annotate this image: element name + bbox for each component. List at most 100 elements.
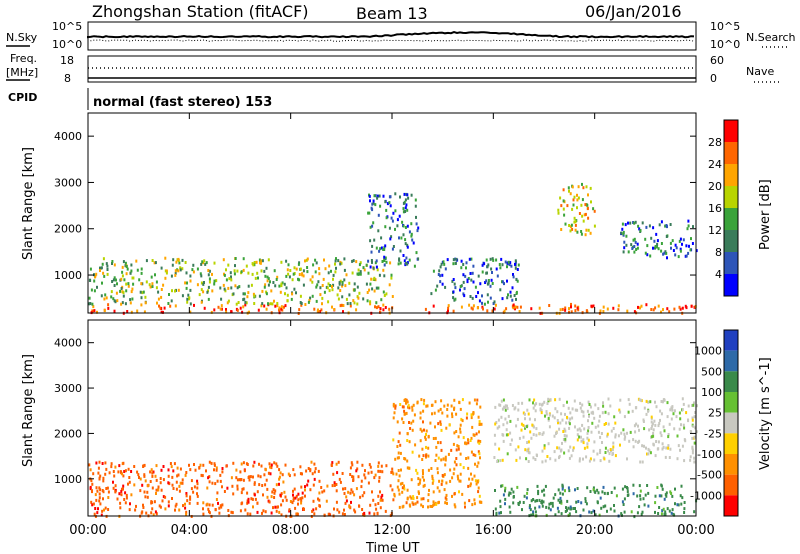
heatmap-cell (412, 241, 415, 245)
heatmap-cell (507, 414, 510, 418)
heatmap-cell (107, 306, 110, 310)
heatmap-cell (584, 212, 587, 216)
heatmap-cell (340, 303, 343, 307)
heatmap-cell (376, 268, 379, 272)
heatmap-cell (525, 457, 528, 461)
heatmap-cell (590, 511, 593, 515)
heatmap-cell (236, 269, 239, 273)
heatmap-cell (122, 487, 124, 491)
heatmap-cell (106, 264, 109, 268)
heatmap-cell (561, 307, 564, 311)
heatmap-cell (121, 290, 124, 294)
heatmap-cell (96, 489, 99, 493)
heatmap-cell (660, 434, 663, 438)
heatmap-cell (246, 512, 249, 516)
heatmap-cell (572, 507, 575, 510)
heatmap-cell (356, 302, 359, 306)
heatmap-cell (408, 440, 411, 444)
heatmap-cell (470, 450, 473, 454)
heatmap-cell (119, 501, 122, 505)
heatmap-cell (145, 280, 148, 284)
heatmap-cell (247, 500, 250, 504)
heatmap-cell (486, 271, 488, 275)
heatmap-cell (102, 257, 105, 261)
heatmap-cell (438, 479, 441, 483)
heatmap-cell (139, 489, 142, 493)
heatmap-cell (127, 467, 130, 471)
heatmap-cell (413, 264, 416, 268)
heatmap-cell (552, 496, 555, 500)
heatmap-cell (157, 488, 160, 492)
colorbar-swatch (724, 412, 738, 434)
heatmap-cell (601, 411, 604, 415)
heatmap-cell (205, 261, 208, 265)
heatmap-cell (245, 462, 248, 466)
heatmap-cell (574, 425, 576, 429)
heatmap-cell (106, 268, 109, 271)
heatmap-cell (356, 285, 359, 289)
heatmap-cell (306, 257, 309, 261)
heatmap-cell (349, 491, 352, 495)
heatmap-cell (208, 503, 211, 507)
heatmap-cell (504, 502, 506, 506)
y-tick-label: 3000 (54, 176, 82, 189)
heatmap-cell (681, 408, 684, 412)
heatmap-cell (603, 491, 606, 495)
y-tick-label: 2000 (54, 223, 82, 236)
heatmap-cell (587, 438, 590, 442)
heatmap-cell (375, 286, 378, 290)
velocity-ylabel: Slant Range [km] (21, 354, 36, 467)
heatmap-cell (181, 258, 184, 262)
heatmap-cell (391, 219, 394, 223)
heatmap-cell (383, 274, 386, 278)
heatmap-cell (482, 307, 484, 311)
heatmap-cell (671, 239, 674, 243)
heatmap-cell (369, 265, 372, 269)
heatmap-cell (124, 264, 127, 268)
heatmap-cell (345, 297, 348, 301)
heatmap-cell (396, 420, 399, 424)
heatmap-cell (385, 208, 388, 212)
heatmap-cell (404, 198, 407, 202)
heatmap-cell (496, 274, 499, 278)
heatmap-cell (110, 290, 113, 294)
heatmap-cell (537, 489, 540, 493)
heatmap-cell (635, 406, 638, 410)
heatmap-cell (265, 292, 268, 296)
heatmap-cell (592, 509, 595, 513)
heatmap-cell (623, 510, 626, 514)
heatmap-cell (221, 467, 224, 470)
heatmap-cell (580, 501, 583, 505)
heatmap-cell (453, 282, 456, 286)
heatmap-cell (463, 287, 466, 291)
heatmap-cell (400, 468, 402, 472)
heatmap-cell (297, 277, 299, 281)
heatmap-cell (154, 510, 157, 514)
heatmap-cell (581, 403, 584, 407)
heatmap-cell (453, 398, 456, 402)
heatmap-cell (158, 304, 160, 308)
heatmap-cell (280, 492, 283, 496)
heatmap-cell (292, 493, 294, 497)
heatmap-cell (103, 309, 106, 313)
heatmap-cell (363, 268, 366, 272)
heatmap-cell (665, 251, 668, 255)
heatmap-cell (185, 286, 188, 290)
heatmap-cell (587, 216, 590, 220)
heatmap-cell (118, 492, 121, 496)
heatmap-cell (359, 495, 362, 499)
heatmap-cell (355, 469, 358, 473)
heatmap-cell (623, 432, 626, 436)
heatmap-cell (432, 503, 435, 507)
heatmap-cell (349, 302, 352, 305)
heatmap-cell (318, 498, 321, 502)
heatmap-cell (594, 425, 597, 429)
heatmap-cell (119, 506, 122, 510)
heatmap-cell (634, 220, 637, 224)
heatmap-cell (349, 304, 352, 308)
heatmap-cell (402, 233, 405, 237)
heatmap-cell (593, 416, 596, 420)
heatmap-cell (611, 453, 614, 456)
heatmap-cell (264, 510, 267, 514)
heatmap-cell (543, 493, 546, 497)
